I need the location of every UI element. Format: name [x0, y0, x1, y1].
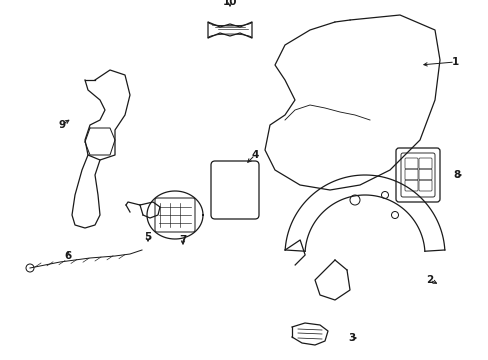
Text: 4: 4: [251, 150, 258, 160]
Text: 10: 10: [223, 0, 237, 7]
Text: 1: 1: [450, 57, 458, 67]
Text: 3: 3: [347, 333, 355, 343]
Text: 7: 7: [179, 235, 186, 245]
Text: 5: 5: [144, 232, 151, 242]
Text: 2: 2: [426, 275, 433, 285]
Text: 6: 6: [64, 251, 71, 261]
Text: 9: 9: [59, 120, 65, 130]
Text: 8: 8: [452, 170, 460, 180]
